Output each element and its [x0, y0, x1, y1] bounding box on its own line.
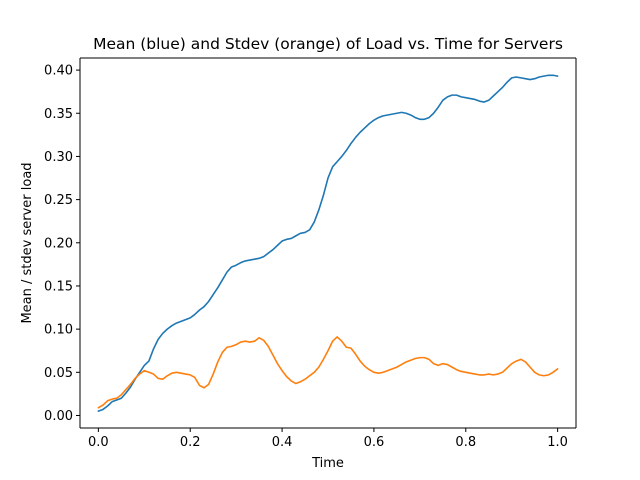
y-tick-label: 0.20 [44, 236, 73, 251]
series-line-1 [97, 74, 559, 412]
y-tick-label: 0.05 [44, 366, 73, 381]
y-tick-label: 0.35 [44, 107, 73, 122]
y-axis-ticks: 0.00 0.05 0.10 0.15 0.20 0.25 0.30 0.35 0.40 [44, 64, 80, 424]
plot-area: 0.0 0.2 0.4 0.6 0.8 1.0 0.000.050.100.150.200… [44, 57, 577, 450]
x-tick-label: 0.4 [272, 435, 293, 450]
axes-frame [79, 57, 577, 429]
y-tick-label: 0.00 [44, 409, 73, 424]
y-tick-label: 0.25 [44, 193, 73, 208]
chart-title: Mean (blue) and Stdev (orange) of Load v… [93, 35, 563, 53]
y-tick-label: 0.40 [44, 64, 73, 79]
x-axis-label: Time [311, 456, 344, 471]
x-tick-label: 0.8 [455, 435, 476, 450]
y-tick-label: 0.30 [44, 150, 73, 165]
x-tick-label: 0.2 [180, 435, 201, 450]
y-tick-label: 0.15 [44, 279, 73, 294]
x-axis-ticks: 0.0 0.2 0.4 0.6 0.8 1.0 [88, 428, 568, 450]
x-tick-label: 1.0 [547, 435, 568, 450]
x-tick-label: 0.6 [364, 435, 385, 450]
y-axis-label: Mean / stdev server load [20, 162, 35, 323]
series-layer [97, 74, 559, 412]
series-line-2 [97, 336, 559, 409]
x-tick-label: 0.0 [88, 435, 109, 450]
y-tick-label: 0.10 [44, 323, 73, 338]
plot-background [80, 58, 576, 428]
